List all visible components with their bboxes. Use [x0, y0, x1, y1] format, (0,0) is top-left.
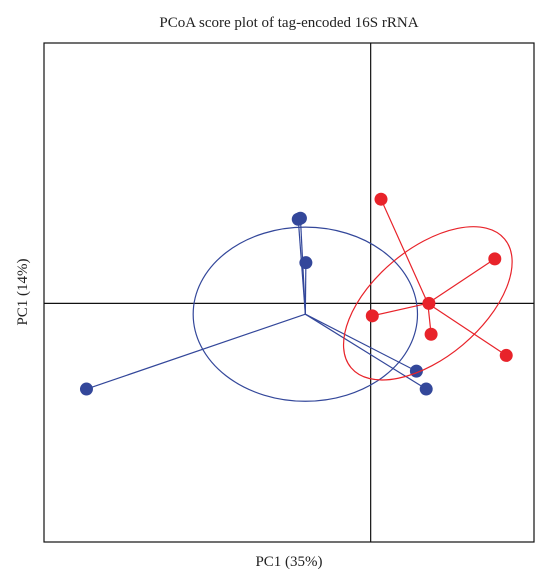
confidence-ellipse	[192, 226, 419, 402]
series-2	[342, 192, 513, 381]
x-axis-label: PC1 (35%)	[255, 554, 322, 570]
data-point	[299, 256, 313, 270]
plot-frame	[43, 42, 535, 543]
centroid-spoke	[427, 258, 496, 304]
centroid-spoke	[372, 302, 428, 317]
data-point	[488, 252, 502, 266]
centroid-spoke	[304, 262, 307, 315]
chart-title: PCoA score plot of tag-encoded 16S rRNA	[159, 15, 418, 31]
data-point	[419, 382, 433, 396]
data-point	[79, 382, 93, 396]
data-point	[422, 296, 436, 310]
centroid-spoke	[305, 313, 417, 372]
data-point	[365, 309, 379, 323]
data-point	[499, 348, 513, 362]
centroid-spoke	[427, 302, 507, 356]
series-layer	[79, 192, 513, 402]
data-point	[424, 327, 438, 341]
centroid-spoke	[380, 198, 429, 304]
data-point	[374, 192, 388, 206]
centroid-spoke	[86, 313, 306, 390]
confidence-ellipse	[342, 226, 513, 381]
data-point	[293, 211, 307, 225]
y-axis-label: PC1 (14%)	[15, 258, 31, 325]
series-1	[79, 211, 433, 402]
